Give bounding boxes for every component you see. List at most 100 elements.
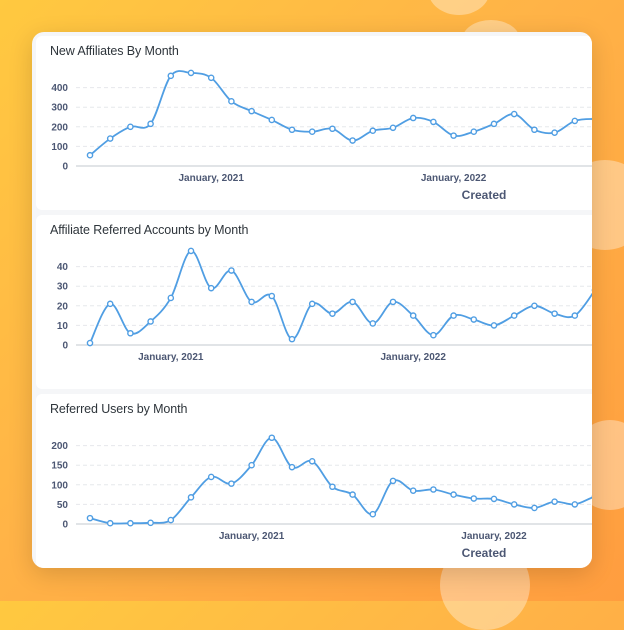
data-point [551,310,558,317]
data-point [329,310,336,317]
y-tick-label: 200 [51,441,68,452]
data-point [470,495,478,502]
data-point [147,318,154,325]
data-point [207,74,215,82]
data-point [450,132,457,139]
data-point [409,114,417,122]
data-point [430,486,437,493]
data-point [248,461,255,469]
data-point [571,312,579,319]
chart-title: New Affiliates By Month [50,44,179,58]
data-point [86,514,94,522]
chart-panel-referred-accounts: Affiliate Referred Accounts by Month 0 10… [36,215,592,389]
data-point [531,126,538,134]
data-point [369,320,377,327]
data-point [369,510,377,518]
data-point [510,312,518,319]
data-point [409,312,417,319]
data-point [430,118,437,126]
y-tick-label: 300 [51,103,68,114]
x-tick-label: January, 2022 [461,531,527,542]
data-point [228,267,235,274]
chart-title: Referred Users by Month [50,402,188,416]
line-chart-new-affiliates: 0 100 200 300 400 January, 2021 January, 2022 C… [51,69,592,202]
chart-title: Affiliate Referred Accounts by Month [50,223,249,237]
data-point [389,124,397,132]
data-point [288,463,296,471]
series-line [89,436,592,525]
line-chart-referred-accounts: 0 10 20 30 40 January, 2021 January, 2022 [57,247,592,363]
decor-circle [428,0,490,15]
chart-panel-new-affiliates: New Affiliates By Month 0 100 200 300 400 Jan… [36,36,592,210]
y-tick-label: 200 [51,122,68,133]
x-tick-label: January, 2021 [219,531,285,542]
data-point [329,125,336,133]
data-point [288,335,296,343]
data-point [167,72,175,80]
data-point [248,107,255,115]
data-point [147,519,154,527]
y-tick-label: 0 [62,341,68,352]
x-axis-title: Created [462,188,507,202]
data-point [187,494,195,501]
data-point [531,504,538,512]
data-point [551,129,558,136]
data-point [308,300,316,308]
data-point [510,501,518,508]
y-tick-label: 100 [51,480,68,491]
data-point [187,69,195,77]
data-point [389,298,397,306]
data-point [349,298,356,306]
x-tick-label: January, 2021 [138,352,204,363]
y-tick-label: 50 [57,500,69,511]
data-point [470,316,478,323]
x-axis-title: Created [462,546,507,560]
data-point [409,487,417,494]
y-tick-label: 400 [51,83,68,94]
y-tick-label: 0 [62,520,68,531]
y-tick-label: 150 [51,461,68,472]
data-point [127,329,134,337]
data-point [349,137,356,144]
x-tick-label: January, 2021 [178,173,244,184]
data-point [329,483,336,491]
data-point [430,331,437,339]
data-point [228,98,235,105]
data-point [490,495,498,503]
data-point [450,312,457,319]
line-chart-referred-users: 0 50 100 150 200 January, 2021 January, 2022 Cr… [51,434,592,560]
y-tick-label: 30 [57,282,69,293]
data-point [450,491,457,498]
data-point [268,434,276,442]
data-point [86,339,94,347]
y-tick-label: 40 [57,262,69,273]
data-point [571,501,579,508]
data-point [531,302,538,310]
data-point [106,519,114,527]
data-point [187,247,195,255]
data-point [207,473,215,481]
y-tick-label: 100 [51,142,68,153]
data-point [127,123,134,131]
data-point [207,284,215,292]
data-point [308,457,316,465]
data-point [147,120,154,128]
chart-panel-referred-users: Referred Users by Month 0 50 100 150 200 Janu… [36,394,592,568]
data-point [490,322,498,329]
data-point [349,491,356,498]
data-point [571,117,579,125]
data-point [490,120,498,128]
data-point [510,110,518,118]
data-point [288,126,296,134]
data-point [268,292,276,300]
x-tick-label: January, 2022 [380,352,446,363]
series-line [89,250,592,344]
data-point [86,151,94,159]
dashboard-card: New Affiliates By Month 0 100 200 300 400 Jan… [32,32,592,568]
data-point [268,116,276,124]
data-point [248,298,255,306]
data-point [106,300,114,308]
data-point [167,294,175,302]
data-point [389,477,397,485]
data-point [369,127,377,135]
